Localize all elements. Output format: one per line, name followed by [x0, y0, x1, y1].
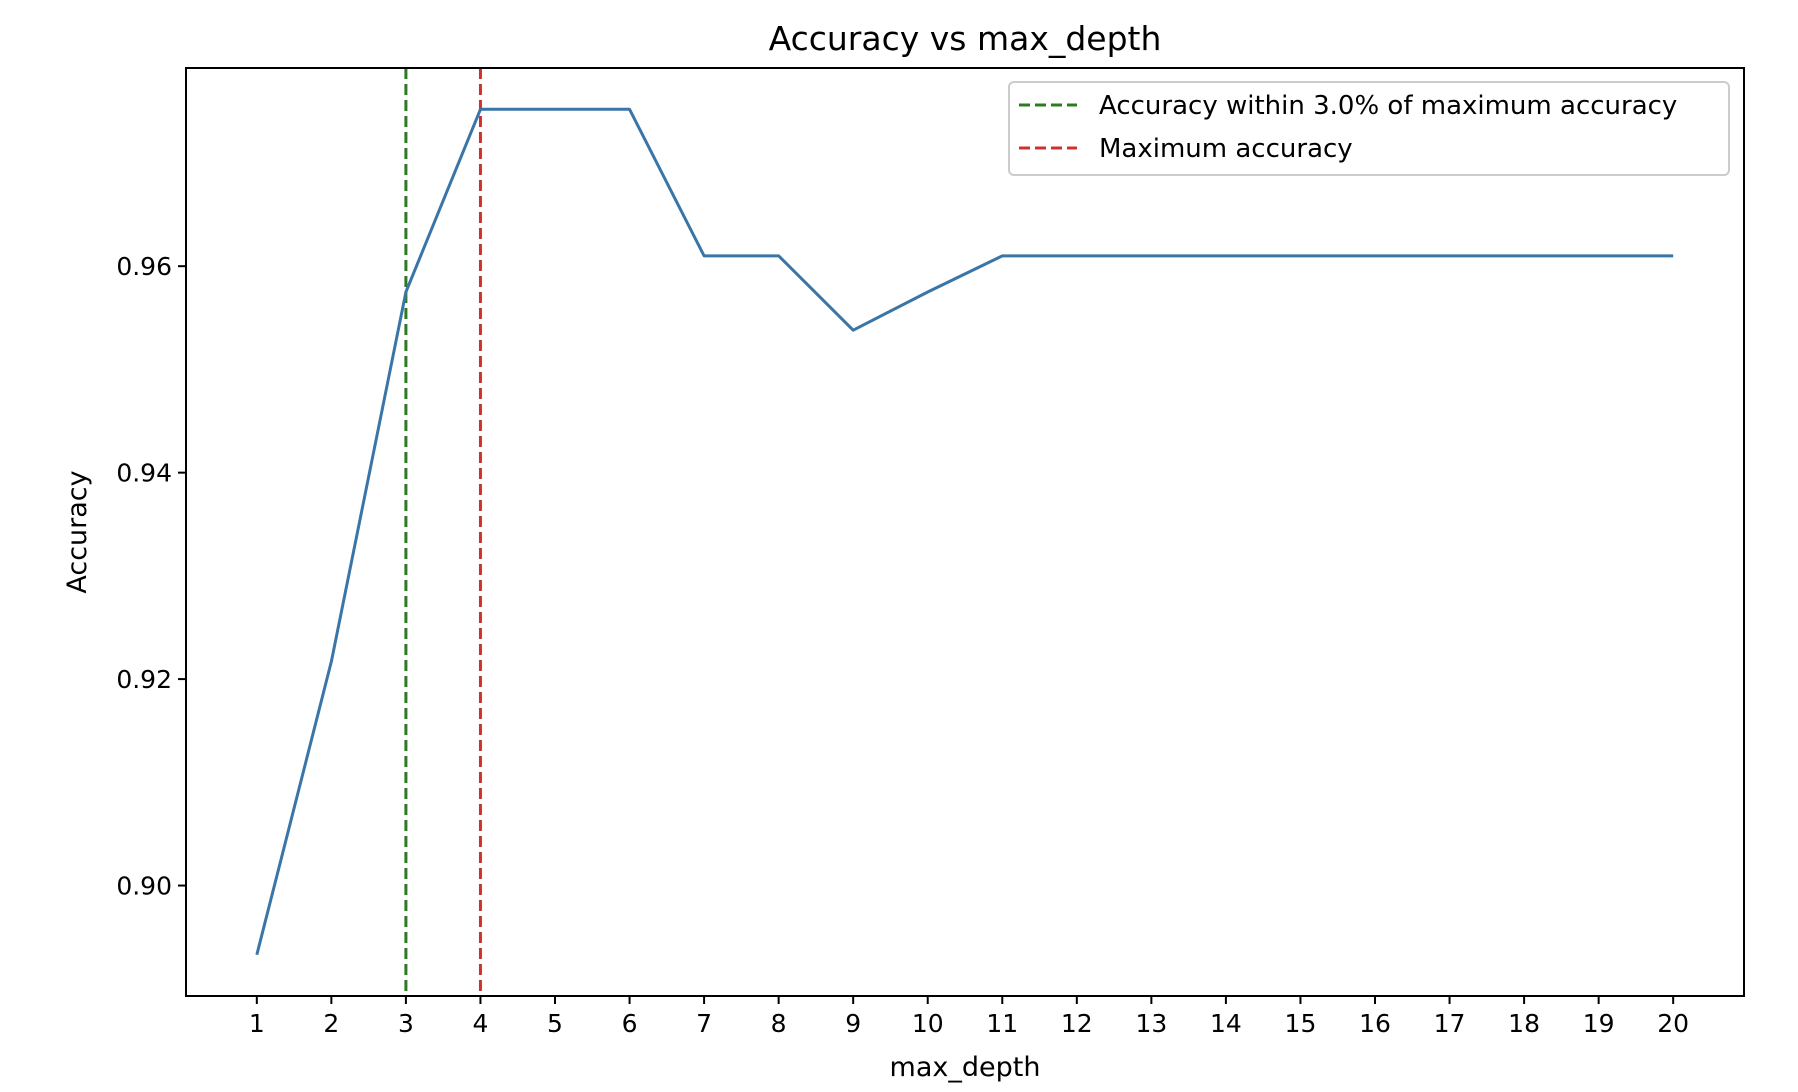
- plot-frame: [185, 67, 1745, 997]
- x-tick-label: 12: [1061, 1009, 1093, 1038]
- x-tick-label: 15: [1285, 1009, 1317, 1038]
- y-axis-label: Accuracy: [62, 470, 93, 593]
- x-tick-label: 17: [1434, 1009, 1466, 1038]
- x-tick-label: 13: [1135, 1009, 1167, 1038]
- x-tick-label: 18: [1508, 1009, 1540, 1038]
- chart-title: Accuracy vs max_depth: [769, 19, 1162, 58]
- x-tick-label: 20: [1657, 1009, 1689, 1038]
- plot-area: [255, 68, 1674, 996]
- x-tick-label: 5: [547, 1009, 563, 1038]
- x-tick-label: 7: [696, 1009, 712, 1038]
- x-tick-label: 6: [622, 1009, 638, 1038]
- x-tick-label: 9: [845, 1009, 861, 1038]
- x-tick-label: 2: [323, 1009, 339, 1038]
- y-tick-label: 0.96: [116, 252, 172, 281]
- legend-label-maximum: Maximum accuracy: [1099, 134, 1353, 164]
- x-tick-label: 1: [249, 1009, 265, 1038]
- y-tick-label: 0.94: [116, 459, 172, 488]
- legend-label-within-threshold: Accuracy within 3.0% of maximum accuracy: [1099, 91, 1677, 121]
- legend: Accuracy within 3.0% of maximum accuracy…: [1008, 81, 1730, 176]
- x-tick-label: 19: [1583, 1009, 1615, 1038]
- x-tick-label: 4: [473, 1009, 489, 1038]
- legend-frame: [1008, 81, 1730, 176]
- series-line-0: [255, 107, 1674, 956]
- x-tick-label: 3: [398, 1009, 414, 1038]
- x-tick-label: 8: [771, 1009, 787, 1038]
- y-tick-label: 0.90: [116, 872, 172, 901]
- y-axis: 0.90 0.92 0.94 0.96: [116, 252, 186, 901]
- y-tick-label: 0.92: [116, 665, 172, 694]
- x-tick-label: 11: [986, 1009, 1018, 1038]
- x-tick-label: 10: [912, 1009, 944, 1038]
- x-tick-label: 16: [1359, 1009, 1391, 1038]
- x-axis: 1 2 3 4 5 6 7 8 9 10 11 12 13 14 15 16 17 18 19 20: [249, 996, 1689, 1038]
- x-tick-label: 14: [1210, 1009, 1242, 1038]
- x-axis-label: max_depth: [890, 1052, 1041, 1083]
